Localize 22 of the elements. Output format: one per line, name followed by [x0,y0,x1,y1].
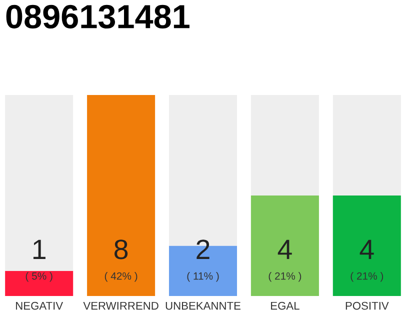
data-label: 4 [278,240,292,259]
data-label: 1 [33,240,46,259]
bar [250,95,319,196]
data-label: 8 [114,240,128,260]
x-tick-label: UNBEKANNTE [166,302,240,310]
chart-title: 0896131481 [6,4,190,29]
x-tick-label: NEGATIV [16,302,64,310]
annotation: ( 21% ) [350,272,384,282]
bar [250,196,319,296]
x-tick-label: VERWIRREND [83,302,158,310]
bar [87,95,156,296]
annotation: ( 21% ) [268,272,302,282]
x-tick-label: EGAL [271,302,300,310]
bar [5,95,74,271]
bar [332,95,401,196]
data-label: 4 [360,240,374,259]
x-tick-label: POSITIV [346,302,389,310]
bar [5,270,74,296]
annotation: ( 42% ) [104,272,138,282]
annotation: ( 5% ) [26,272,52,282]
bar [332,196,401,296]
annotation: ( 11% ) [187,272,219,282]
